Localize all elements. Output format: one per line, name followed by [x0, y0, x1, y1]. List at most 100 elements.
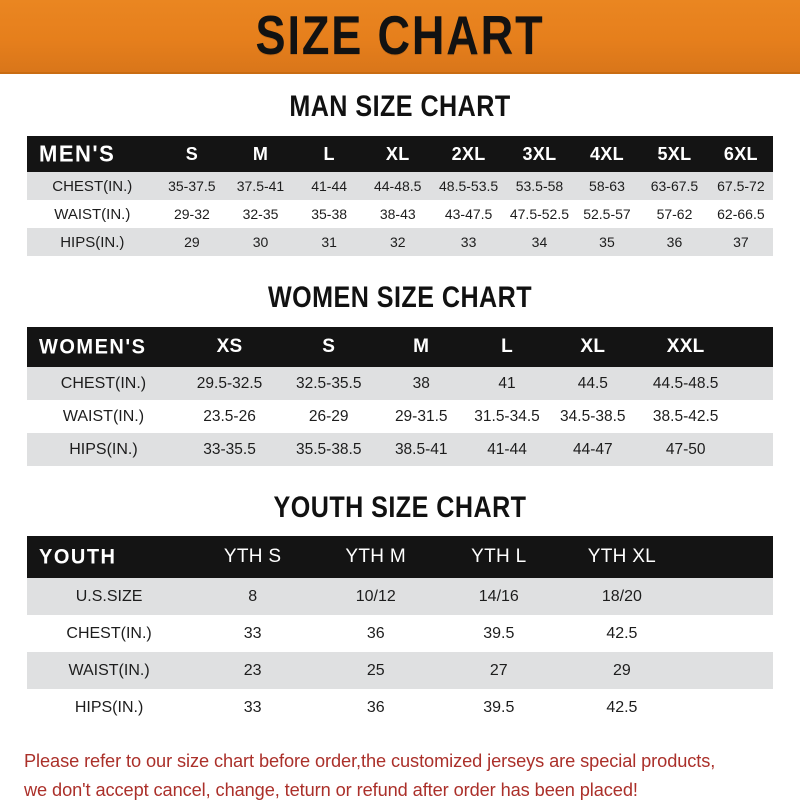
women-row-0-cell-3: 41 [498, 374, 516, 392]
man-row-1-cell-6: 52.5-57 [583, 206, 631, 222]
man-row-0-cell-1: 37.5-41 [236, 178, 285, 194]
youth-row-1-cell-3: 42.5 [606, 624, 638, 642]
women-row-0-cell-5: 44.5-48.5 [652, 374, 719, 392]
women-size-col-2: M [413, 336, 430, 357]
man-row-2-cell-4: 33 [460, 234, 477, 250]
youth-header-label: YOUTH [39, 544, 117, 569]
table-row: CHEST(IN.) 33 36 39.5 42.5 [27, 615, 773, 652]
man-header-label: MEN'S [39, 140, 116, 167]
man-section-title: MAN SIZE CHART [289, 89, 511, 123]
women-row-0-cell-6 [736, 367, 773, 400]
note-line-1: Please refer to our size chart before or… [24, 750, 716, 771]
man-row-0-cell-0: 35-37.5 [168, 178, 216, 194]
women-row-0-label: CHEST(IN.) [60, 374, 147, 392]
youth-row-2-cell-2: 27 [489, 661, 508, 679]
man-row-2-cell-6: 35 [599, 234, 615, 250]
man-row-2-cell-7: 36 [666, 234, 683, 250]
women-size-col-1: S [322, 336, 336, 357]
youth-row-0-cell-3: 18/20 [601, 587, 642, 605]
man-row-0-cell-3: 44-48.5 [373, 178, 422, 194]
women-row-2-cell-0: 33-35.5 [203, 440, 256, 458]
women-row-0-cell-1: 32.5-35.5 [295, 374, 362, 392]
youth-size-table: YOUTH YTH S YTH M YTH L YTH XL U.S.SIZE … [27, 536, 773, 726]
women-size-table: WOMEN'S XS S M L XL XXL CHEST(IN.) 29.5-… [27, 327, 773, 466]
man-size-col-5: 3XL [522, 143, 557, 164]
youth-row-2-cell-0: 23 [243, 661, 262, 679]
youth-row-2-cell-4 [683, 652, 773, 689]
youth-size-col-2: YTH L [471, 546, 527, 567]
man-row-0-cell-2: 41-44 [311, 178, 348, 194]
youth-row-2-label: WAIST(IN.) [68, 661, 150, 679]
women-row-2-cell-4: 44-47 [572, 440, 613, 458]
youth-section-title: YOUTH SIZE CHART [273, 490, 527, 524]
man-row-2-cell-3: 32 [389, 234, 406, 250]
man-row-1-cell-4: 43-47.5 [444, 206, 493, 222]
man-table-header-row: MEN'S S M L XL 2XL 3XL 4XL 5XL 6XL [27, 136, 773, 172]
women-row-1-cell-3: 31.5-34.5 [474, 407, 540, 425]
man-size-col-1: M [252, 143, 269, 164]
youth-row-0-cell-0: 8 [248, 587, 258, 605]
youth-row-1-cell-4 [683, 615, 773, 652]
man-size-col-8: 6XL [723, 143, 758, 164]
youth-size-col-0: YTH S [223, 546, 282, 567]
youth-row-3-cell-4 [683, 689, 773, 726]
youth-table-header-row: YOUTH YTH S YTH M YTH L YTH XL [27, 536, 773, 578]
man-row-2-cell-2: 31 [321, 234, 337, 250]
women-row-2-label: HIPS(IN.) [69, 440, 138, 458]
man-size-col-0: S [185, 143, 199, 164]
man-row-0-label: CHEST(IN.) [52, 177, 133, 195]
man-row-0-cell-7: 63-67.5 [650, 178, 699, 194]
youth-row-1-cell-1: 36 [366, 624, 385, 642]
women-row-1-cell-4: 34.5-38.5 [560, 407, 626, 425]
note-line-2: we don't accept cancel, change, teturn o… [24, 778, 638, 800]
youth-row-3-cell-3: 42.5 [606, 698, 638, 716]
man-row-0-cell-4: 48.5-53.5 [439, 178, 499, 194]
women-row-1-cell-6 [736, 400, 773, 433]
man-row-1-label: WAIST(IN.) [54, 205, 131, 223]
table-row: HIPS(IN.) 29 30 31 32 33 34 35 36 37 [27, 228, 773, 256]
man-row-1-cell-7: 57-62 [656, 206, 693, 222]
women-row-1-cell-5: 38.5-42.5 [652, 407, 719, 425]
women-row-2-cell-6 [736, 433, 773, 466]
page-banner: SIZE CHART [0, 0, 800, 74]
page-title: SIZE CHART [255, 5, 545, 67]
man-row-1-cell-8: 62-66.5 [717, 206, 765, 222]
youth-row-3-cell-0: 33 [243, 698, 262, 716]
table-row: WAIST(IN.) 23.5-26 26-29 29-31.5 31.5-34… [27, 400, 773, 433]
man-row-1-cell-1: 32-35 [242, 206, 279, 222]
women-row-2-cell-1: 35.5-38.5 [295, 440, 362, 458]
women-row-2-cell-2: 38.5-41 [394, 440, 448, 458]
youth-row-3-cell-2: 39.5 [483, 698, 515, 716]
man-size-col-2: L [323, 143, 335, 164]
man-row-2-label: HIPS(IN.) [60, 233, 125, 251]
women-row-1-cell-1: 26-29 [308, 407, 349, 425]
man-row-1-cell-5: 47.5-52.5 [509, 206, 570, 222]
youth-row-0-label: U.S.SIZE [75, 587, 143, 605]
women-size-col-3: L [501, 336, 513, 357]
man-table-wrapper: MEN'S S M L XL 2XL 3XL 4XL 5XL 6XL CHEST… [27, 136, 773, 256]
youth-row-3-label: HIPS(IN.) [74, 698, 144, 716]
table-row: CHEST(IN.) 35-37.5 37.5-41 41-44 44-48.5… [27, 172, 773, 200]
women-table-header-row: WOMEN'S XS S M L XL XXL [27, 327, 773, 367]
youth-row-0-cell-2: 14/16 [478, 587, 519, 605]
women-row-0-cell-0: 29.5-32.5 [196, 374, 263, 392]
youth-row-1-cell-2: 39.5 [483, 624, 515, 642]
man-row-1-cell-3: 38-43 [379, 206, 416, 222]
women-size-col-6 [736, 327, 773, 367]
women-section-title: WOMEN SIZE CHART [267, 280, 533, 314]
man-size-col-4: 2XL [451, 143, 486, 164]
man-row-2-cell-0: 29 [184, 234, 200, 250]
women-header-label: WOMEN'S [39, 334, 147, 359]
women-size-col-5: XXL [666, 336, 705, 357]
man-row-0-cell-8: 67.5-72 [717, 178, 765, 194]
youth-size-col-1: YTH M [345, 546, 407, 567]
man-size-table: MEN'S S M L XL 2XL 3XL 4XL 5XL 6XL CHEST… [27, 136, 773, 256]
man-size-col-7: 5XL [657, 143, 692, 164]
women-row-1-label: WAIST(IN.) [62, 407, 145, 425]
table-row: WAIST(IN.) 29-32 32-35 35-38 38-43 43-47… [27, 200, 773, 228]
table-row: WAIST(IN.) 23 25 27 29 [27, 652, 773, 689]
table-row: HIPS(IN.) 33 36 39.5 42.5 [27, 689, 773, 726]
youth-size-col-4 [683, 536, 773, 578]
man-size-col-6: 4XL [590, 143, 624, 164]
